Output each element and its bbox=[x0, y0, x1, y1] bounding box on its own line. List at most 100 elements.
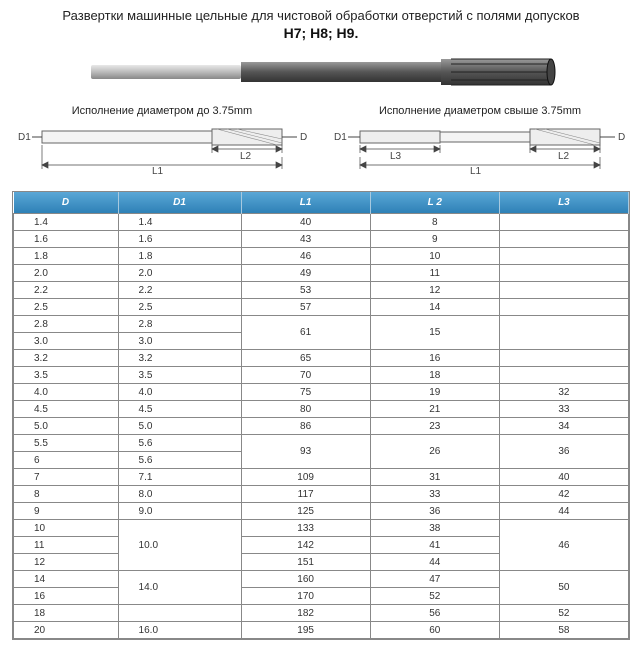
label-l2-r: L2 bbox=[558, 151, 570, 162]
cell-d1: 8.0 bbox=[118, 486, 241, 503]
cell-d1: 3.0 bbox=[118, 333, 241, 350]
cell-d1: 1.4 bbox=[118, 214, 241, 231]
cell-l2: 47 bbox=[370, 571, 499, 588]
cell-l3: 33 bbox=[499, 401, 628, 418]
cell-l2: 21 bbox=[370, 401, 499, 418]
cell-l1: 70 bbox=[241, 367, 370, 384]
cell-d: 3.5 bbox=[14, 367, 119, 384]
cell-l2: 60 bbox=[370, 622, 499, 639]
cell-l2: 10 bbox=[370, 248, 499, 265]
cell-l3: 40 bbox=[499, 469, 628, 486]
diagram-right-caption: Исполнение диаметром свыше 3.75mm bbox=[330, 105, 630, 117]
cell-l1: 43 bbox=[241, 231, 370, 248]
cell-l2: 18 bbox=[370, 367, 499, 384]
cell-l1: 160 bbox=[241, 571, 370, 588]
cell-l1: 133 bbox=[241, 520, 370, 537]
cell-d1: 2.2 bbox=[118, 282, 241, 299]
cell-l1: 40 bbox=[241, 214, 370, 231]
table-row: 1.41.4408 bbox=[14, 214, 629, 231]
cell-l2: 56 bbox=[370, 605, 499, 622]
cell-l1: 53 bbox=[241, 282, 370, 299]
table-row: 5.55.6932636 bbox=[14, 435, 629, 452]
diagram-left: Исполнение диаметром до 3.75mm D1 D L2 L… bbox=[12, 105, 312, 181]
cell-l2: 36 bbox=[370, 503, 499, 520]
cell-l2: 33 bbox=[370, 486, 499, 503]
cell-l2: 52 bbox=[370, 588, 499, 605]
cell-d: 3.0 bbox=[14, 333, 119, 350]
cell-d: 1.6 bbox=[14, 231, 119, 248]
cell-l3: 34 bbox=[499, 418, 628, 435]
cell-d1: 1.6 bbox=[118, 231, 241, 248]
cell-l3 bbox=[499, 367, 628, 384]
cell-d: 4.5 bbox=[14, 401, 119, 418]
cell-d: 18 bbox=[14, 605, 119, 622]
cell-d1: 9.0 bbox=[118, 503, 241, 520]
cell-l1: 93 bbox=[241, 435, 370, 469]
table-row: 4.54.5802133 bbox=[14, 401, 629, 418]
cell-d1: 5.6 bbox=[118, 452, 241, 469]
table-row: 2016.01956058 bbox=[14, 622, 629, 639]
cell-l3: 52 bbox=[499, 605, 628, 622]
table-row: 1414.01604750 bbox=[14, 571, 629, 588]
table-row: 2.02.04911 bbox=[14, 265, 629, 282]
cell-l3: 46 bbox=[499, 520, 628, 571]
cell-l1: 117 bbox=[241, 486, 370, 503]
cell-d1: 3.2 bbox=[118, 350, 241, 367]
cell-l2: 12 bbox=[370, 282, 499, 299]
table-row: 1.81.84610 bbox=[14, 248, 629, 265]
cell-d1: 5.6 bbox=[118, 435, 241, 452]
label-d: D bbox=[300, 132, 307, 143]
cell-d1: 14.0 bbox=[118, 571, 241, 605]
cell-d: 2.5 bbox=[14, 299, 119, 316]
cell-l2: 9 bbox=[370, 231, 499, 248]
table-row: 181825652 bbox=[14, 605, 629, 622]
table-body: 1.41.44081.61.64391.81.846102.02.049112.… bbox=[14, 214, 629, 639]
label-d-r: D bbox=[618, 132, 625, 143]
th-d1: D1 bbox=[118, 192, 241, 214]
table-row: 2.52.55714 bbox=[14, 299, 629, 316]
cell-d: 10 bbox=[14, 520, 119, 537]
cell-l3: 44 bbox=[499, 503, 628, 520]
reamer-illustration bbox=[71, 47, 571, 97]
cell-l1: 75 bbox=[241, 384, 370, 401]
cell-l3: 32 bbox=[499, 384, 628, 401]
label-d1: D1 bbox=[18, 132, 31, 143]
title-line-1: Развертки машинные цельные для чистовой … bbox=[12, 8, 630, 23]
cell-d: 9 bbox=[14, 503, 119, 520]
cell-l3 bbox=[499, 231, 628, 248]
cell-d: 6 bbox=[14, 452, 119, 469]
table-row: 4.04.0751932 bbox=[14, 384, 629, 401]
label-l1-r: L1 bbox=[470, 166, 482, 176]
cell-d1: 2.0 bbox=[118, 265, 241, 282]
cell-l3 bbox=[499, 282, 628, 299]
cell-d1: 7.1 bbox=[118, 469, 241, 486]
table-row: 99.01253644 bbox=[14, 503, 629, 520]
cell-d: 1.8 bbox=[14, 248, 119, 265]
spec-table-wrap: D D1 L1 L 2 L3 1.41.44081.61.64391.81.84… bbox=[12, 191, 630, 640]
cell-d: 3.2 bbox=[14, 350, 119, 367]
cell-l2: 11 bbox=[370, 265, 499, 282]
cell-l2: 44 bbox=[370, 554, 499, 571]
cell-l1: 65 bbox=[241, 350, 370, 367]
cell-d: 5.0 bbox=[14, 418, 119, 435]
cell-d: 20 bbox=[14, 622, 119, 639]
cell-l2: 23 bbox=[370, 418, 499, 435]
cell-l2: 14 bbox=[370, 299, 499, 316]
cell-d1: 5.0 bbox=[118, 418, 241, 435]
cell-l1: 170 bbox=[241, 588, 370, 605]
cell-l3 bbox=[499, 248, 628, 265]
cell-l2: 8 bbox=[370, 214, 499, 231]
cell-l2: 31 bbox=[370, 469, 499, 486]
cell-l1: 151 bbox=[241, 554, 370, 571]
label-l2: L2 bbox=[240, 151, 252, 162]
cell-l3 bbox=[499, 265, 628, 282]
cell-d1: 4.0 bbox=[118, 384, 241, 401]
title-line-2: H7; H8; H9. bbox=[12, 25, 630, 41]
cell-l3 bbox=[499, 214, 628, 231]
cell-l1: 49 bbox=[241, 265, 370, 282]
cell-d: 2.0 bbox=[14, 265, 119, 282]
th-l1: L1 bbox=[241, 192, 370, 214]
th-l2: L 2 bbox=[370, 192, 499, 214]
cell-l2: 26 bbox=[370, 435, 499, 469]
label-l1: L1 bbox=[152, 166, 164, 176]
